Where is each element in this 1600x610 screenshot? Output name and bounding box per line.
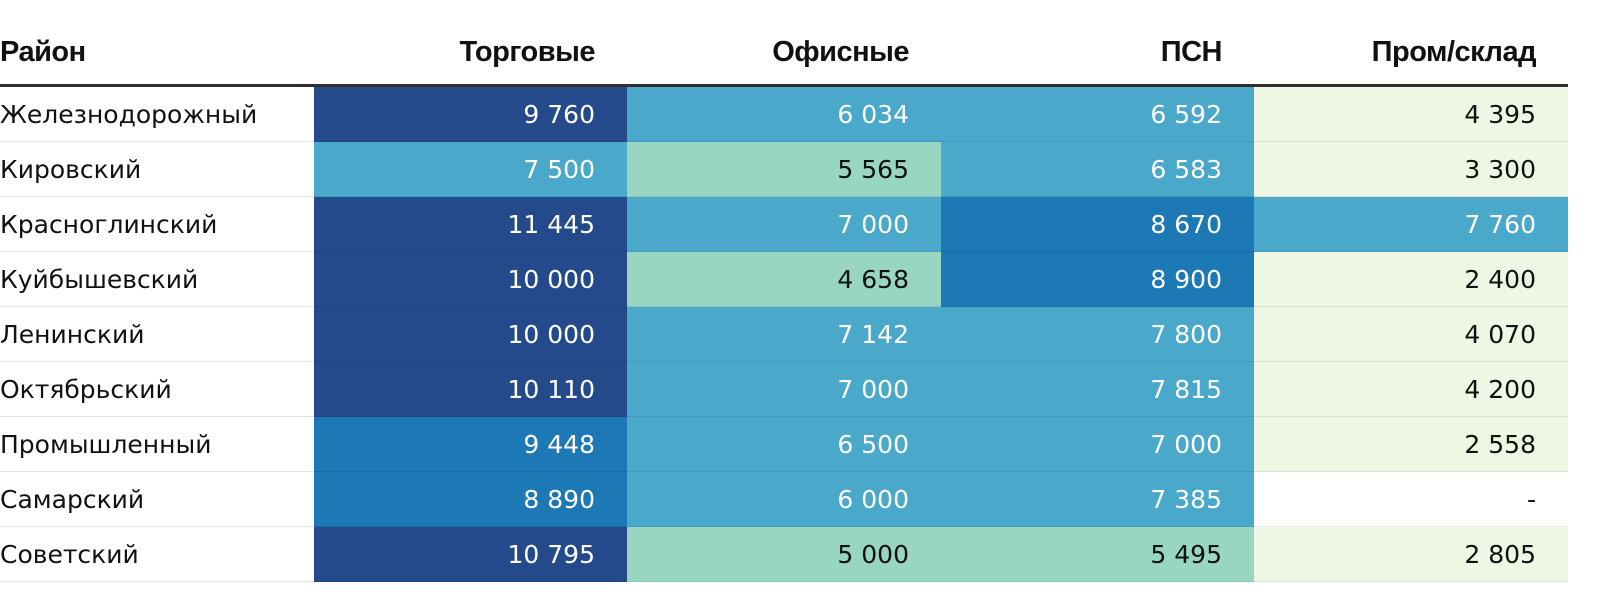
heat-cell-retail: 10 795 [314, 526, 627, 582]
column-header-district: Район [0, 20, 314, 87]
table-row: Промышленный 9 448 6 500 7 000 2 558 [0, 416, 1568, 472]
heatmap-table: Район Торговые Офисные ПСН Пром/склад Же… [0, 20, 1568, 582]
heat-cell-industrial-warehouse: - [1254, 471, 1568, 527]
table-row: Железнодорожный 9 760 6 034 6 592 4 395 [0, 85, 1568, 142]
heat-cell-retail: 11 445 [314, 196, 627, 252]
column-header-retail: Торговые [314, 20, 627, 87]
heat-cell-free-purpose: 6 583 [941, 141, 1254, 197]
heat-cell-office: 7 142 [627, 306, 941, 362]
column-header-industrial-warehouse: Пром/склад [1254, 20, 1568, 87]
heat-cell-retail: 10 000 [314, 251, 627, 307]
row-label-district: Куйбышевский [0, 251, 314, 307]
heat-cell-retail: 9 448 [314, 416, 627, 472]
heat-cell-office: 7 000 [627, 361, 941, 417]
table-header: Район Торговые Офисные ПСН Пром/склад [0, 20, 1568, 87]
header-row: Район Торговые Офисные ПСН Пром/склад [0, 20, 1568, 87]
heat-cell-industrial-warehouse: 4 395 [1254, 85, 1568, 142]
row-label-district: Ленинский [0, 306, 314, 362]
heat-cell-retail: 7 500 [314, 141, 627, 197]
table-row: Октябрьский 10 110 7 000 7 815 4 200 [0, 361, 1568, 417]
heat-cell-office: 5 000 [627, 526, 941, 582]
heat-cell-office: 4 658 [627, 251, 941, 307]
heat-cell-free-purpose: 7 800 [941, 306, 1254, 362]
table-row: Куйбышевский 10 000 4 658 8 900 2 400 [0, 251, 1568, 307]
heat-cell-office: 6 034 [627, 85, 941, 142]
table-row: Красноглинский 11 445 7 000 8 670 7 760 [0, 196, 1568, 252]
heat-cell-free-purpose: 7 000 [941, 416, 1254, 472]
heat-cell-retail: 9 760 [314, 85, 627, 142]
column-header-office: Офисные [627, 20, 941, 87]
table-body: Железнодорожный 9 760 6 034 6 592 4 395 Киров… [0, 85, 1568, 582]
heat-cell-industrial-warehouse: 2 400 [1254, 251, 1568, 307]
row-label-district: Самарский [0, 471, 314, 527]
heat-cell-free-purpose: 8 900 [941, 251, 1254, 307]
heat-cell-office: 5 565 [627, 141, 941, 197]
heat-cell-free-purpose: 5 495 [941, 526, 1254, 582]
heat-cell-office: 6 000 [627, 471, 941, 527]
table-row: Кировский 7 500 5 565 6 583 3 300 [0, 141, 1568, 197]
heat-cell-industrial-warehouse: 7 760 [1254, 196, 1568, 252]
row-label-district: Промышленный [0, 416, 314, 472]
row-label-district: Октябрьский [0, 361, 314, 417]
heat-cell-industrial-warehouse: 2 558 [1254, 416, 1568, 472]
heat-cell-retail: 10 110 [314, 361, 627, 417]
row-label-district: Советский [0, 526, 314, 582]
heat-cell-office: 6 500 [627, 416, 941, 472]
heat-cell-industrial-warehouse: 2 805 [1254, 526, 1568, 582]
table-row: Советский 10 795 5 000 5 495 2 805 [0, 526, 1568, 582]
column-header-free-purpose: ПСН [941, 20, 1254, 87]
heat-cell-free-purpose: 6 592 [941, 85, 1254, 142]
table-row: Ленинский 10 000 7 142 7 800 4 070 [0, 306, 1568, 362]
row-label-district: Кировский [0, 141, 314, 197]
row-label-district: Железнодорожный [0, 85, 314, 142]
heat-cell-industrial-warehouse: 4 200 [1254, 361, 1568, 417]
heat-cell-free-purpose: 7 815 [941, 361, 1254, 417]
row-label-district: Красноглинский [0, 196, 314, 252]
heat-cell-office: 7 000 [627, 196, 941, 252]
table-row: Самарский 8 890 6 000 7 385- [0, 471, 1568, 527]
heat-cell-retail: 10 000 [314, 306, 627, 362]
heat-cell-industrial-warehouse: 4 070 [1254, 306, 1568, 362]
heat-cell-retail: 8 890 [314, 471, 627, 527]
heat-cell-industrial-warehouse: 3 300 [1254, 141, 1568, 197]
heat-cell-free-purpose: 8 670 [941, 196, 1254, 252]
heat-cell-free-purpose: 7 385 [941, 471, 1254, 527]
